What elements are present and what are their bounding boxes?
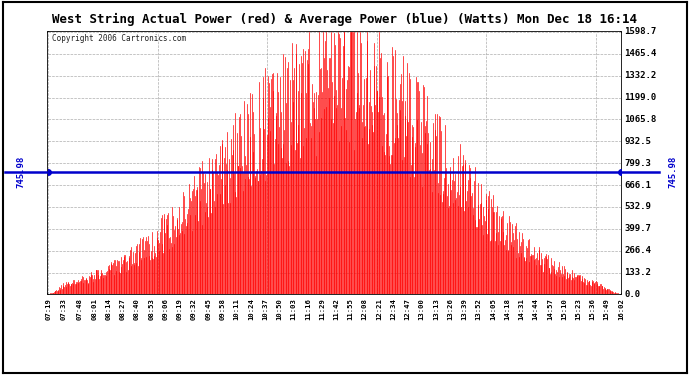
Text: 532.9: 532.9: [624, 202, 651, 211]
Text: 11:42: 11:42: [333, 298, 339, 320]
Text: Copyright 2006 Cartronics.com: Copyright 2006 Cartronics.com: [52, 34, 186, 43]
Text: 07:33: 07:33: [61, 298, 67, 320]
Text: 133.2: 133.2: [624, 268, 651, 277]
Text: 08:53: 08:53: [148, 298, 155, 320]
Text: 0.0: 0.0: [624, 290, 640, 299]
Text: 08:40: 08:40: [134, 298, 140, 320]
Text: 266.4: 266.4: [624, 246, 651, 255]
Text: 16:02: 16:02: [618, 298, 624, 320]
Text: 15:36: 15:36: [589, 298, 595, 320]
Text: 932.5: 932.5: [624, 137, 651, 146]
Text: 1199.0: 1199.0: [624, 93, 657, 102]
Text: 14:57: 14:57: [546, 298, 553, 320]
Text: 1598.7: 1598.7: [624, 27, 657, 36]
Text: 14:05: 14:05: [490, 298, 496, 320]
Text: 09:58: 09:58: [219, 298, 226, 320]
Text: 745.98: 745.98: [16, 156, 26, 188]
Text: 11:16: 11:16: [305, 298, 310, 320]
Text: 13:26: 13:26: [447, 298, 453, 320]
Text: 13:13: 13:13: [433, 298, 439, 320]
Text: 11:03: 11:03: [290, 298, 297, 320]
Text: 399.7: 399.7: [624, 224, 651, 233]
Text: 14:18: 14:18: [504, 298, 510, 320]
Text: 1065.8: 1065.8: [624, 115, 657, 124]
Text: West String Actual Power (red) & Average Power (blue) (Watts) Mon Dec 18 16:14: West String Actual Power (red) & Average…: [52, 13, 638, 26]
Text: 745.98: 745.98: [668, 156, 678, 188]
Text: 15:23: 15:23: [575, 298, 581, 320]
Text: 10:11: 10:11: [234, 298, 239, 320]
Text: 1465.4: 1465.4: [624, 49, 657, 58]
Text: 14:31: 14:31: [518, 298, 524, 320]
Text: 10:37: 10:37: [262, 298, 268, 320]
Text: 14:44: 14:44: [533, 298, 539, 320]
Text: 10:50: 10:50: [277, 298, 282, 320]
Text: 10:24: 10:24: [248, 298, 254, 320]
Text: 11:55: 11:55: [348, 298, 353, 320]
Text: 11:29: 11:29: [319, 298, 325, 320]
Text: 15:49: 15:49: [604, 298, 610, 320]
Text: 13:00: 13:00: [419, 298, 425, 320]
Text: 09:19: 09:19: [177, 298, 183, 320]
Text: 08:01: 08:01: [91, 298, 97, 320]
Text: 09:45: 09:45: [205, 298, 211, 320]
Text: 15:10: 15:10: [561, 298, 567, 320]
Text: 12:08: 12:08: [362, 298, 368, 320]
Text: 12:34: 12:34: [391, 298, 396, 320]
Text: 12:47: 12:47: [404, 298, 411, 320]
Text: 08:27: 08:27: [120, 298, 126, 320]
Text: 12:21: 12:21: [376, 298, 382, 320]
Text: 07:19: 07:19: [46, 298, 51, 320]
Text: 09:06: 09:06: [162, 298, 168, 320]
Text: 666.1: 666.1: [624, 180, 651, 189]
Text: 1332.2: 1332.2: [624, 71, 657, 80]
Text: 799.3: 799.3: [624, 159, 651, 168]
Text: 13:52: 13:52: [475, 298, 482, 320]
Text: 09:32: 09:32: [191, 298, 197, 320]
Text: 07:48: 07:48: [77, 298, 83, 320]
Text: 08:14: 08:14: [106, 298, 112, 320]
Text: 13:39: 13:39: [462, 298, 467, 320]
